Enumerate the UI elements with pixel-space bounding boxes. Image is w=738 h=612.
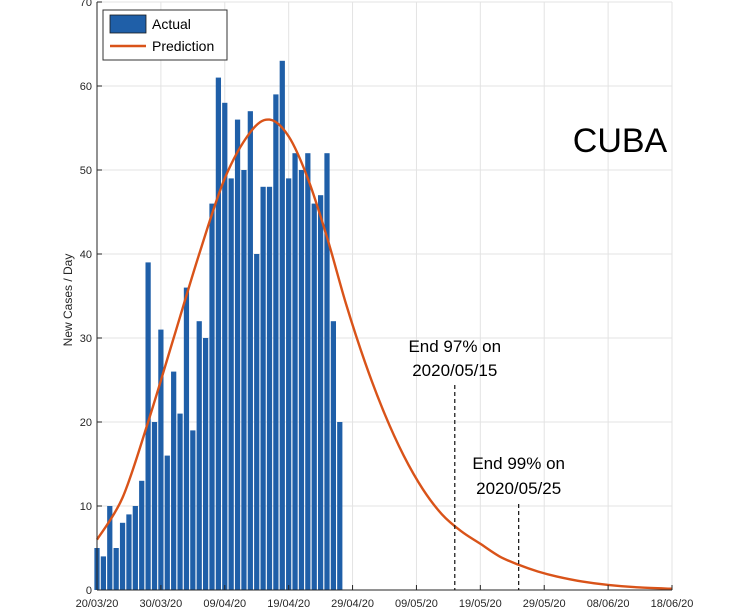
bar [100,556,107,590]
annotation-line2: 2020/05/15 [412,361,497,380]
y-tick-label: 50 [80,165,92,177]
y-tick-label: 70 [80,0,92,9]
bar [241,170,247,590]
x-tick-label: 19/05/20 [459,598,502,610]
legend-swatch-actual [109,14,147,34]
bar [151,422,158,590]
y-tick-label: 30 [80,333,92,345]
bar-series-actual [94,60,343,591]
bar [292,153,298,590]
bar [254,254,260,590]
x-tick-label: 19/04/20 [267,598,310,610]
y-tick-label: 20 [80,417,92,429]
bar [119,522,126,590]
bar [286,178,292,590]
bar [337,422,343,590]
bar [330,321,337,590]
legend-label-actual: Actual [152,16,191,32]
bar [305,153,311,590]
bar [132,506,138,590]
bar [273,94,279,591]
x-tick-label: 20/03/20 [76,598,119,610]
bar [279,60,285,591]
annotation-line1: End 97% on [408,337,501,356]
x-tick-labels: 20/03/20 30/03/20 09/04/20 19/04/20 29/04/20… [76,585,694,610]
bar [196,321,202,590]
bar [311,203,317,590]
bar [202,338,209,590]
y-axis-label: New Cases / Day [61,254,75,347]
bar [247,111,253,590]
country-label: CUBA [573,122,668,160]
bar [234,119,241,590]
legend: Actual Prediction [102,9,228,61]
bar [164,455,170,590]
bar [260,186,266,591]
bar [126,514,132,590]
bar [209,203,215,590]
y-tick-label: 10 [80,501,92,513]
annotation-line1: End 99% on [472,454,565,473]
bar [215,77,222,591]
x-tick-label: 29/05/20 [523,598,566,610]
bar [177,413,183,590]
x-tick-label: 09/05/20 [395,598,438,610]
y-tick-label: 0 [86,585,92,597]
annotations: End 97% on 2020/05/15 End 99% on 2020/05/25 [408,337,565,590]
y-tick-labels: 0 10 20 30 40 50 60 70 [80,0,102,597]
bar [183,287,190,590]
bar [145,262,151,590]
y-tick-label: 40 [80,249,92,261]
x-tick-label: 29/04/20 [331,598,374,610]
bar [266,186,273,591]
axes [96,2,672,591]
y-tick-label: 60 [80,81,92,93]
grid-lines [96,1,673,591]
bar [298,170,305,590]
bar [139,480,145,590]
x-tick-label: 30/03/20 [139,598,182,610]
bar [324,153,330,590]
legend-label-prediction: Prediction [152,38,214,54]
prediction-line [95,118,673,590]
bar [107,506,113,590]
bar [158,329,164,590]
x-tick-label: 09/04/20 [203,598,246,610]
bar [171,371,177,590]
x-tick-label: 18/06/20 [651,598,694,610]
bar [190,430,196,590]
bar [228,178,234,590]
bar [317,195,324,590]
bar [222,102,228,591]
annotation-line2: 2020/05/25 [476,479,561,498]
bar [113,548,119,590]
x-tick-label: 08/06/20 [587,598,630,610]
